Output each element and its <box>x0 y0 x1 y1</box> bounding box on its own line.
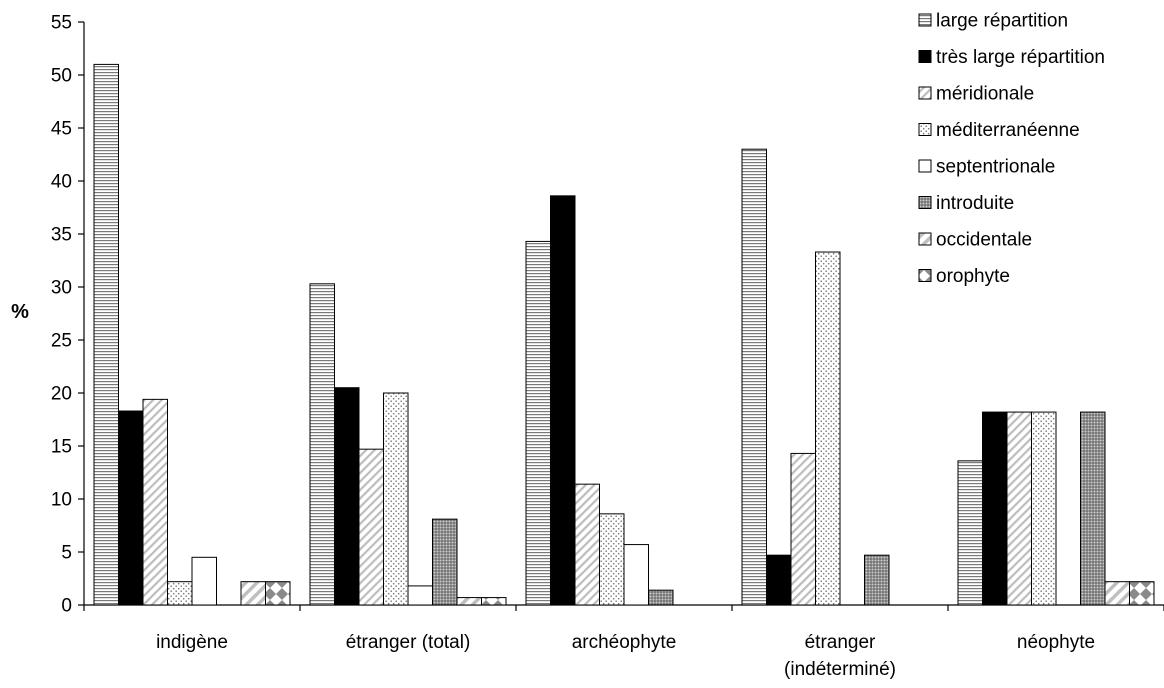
legend-label: méditerranéenne <box>936 120 1080 141</box>
bar <box>741 148 767 606</box>
legend-label: introduite <box>936 193 1014 214</box>
bar <box>142 398 168 606</box>
bar <box>864 554 890 606</box>
legend-swatch <box>918 159 932 173</box>
y-axis-label: % <box>11 301 29 323</box>
y-tick-label: 40 <box>51 172 72 193</box>
x-category-label: néophyte <box>1017 632 1095 653</box>
bar <box>358 448 384 606</box>
legend-swatch <box>918 123 932 136</box>
bar <box>407 585 433 606</box>
y-tick-label: 5 <box>61 543 72 564</box>
bar <box>815 251 841 606</box>
bar <box>167 581 193 606</box>
bar <box>550 195 576 606</box>
bar <box>240 581 266 606</box>
y-tick-label: 0 <box>61 596 72 617</box>
bar <box>574 483 600 606</box>
bar <box>599 513 625 606</box>
bar <box>481 597 507 606</box>
bar <box>118 410 144 606</box>
bar <box>93 63 119 606</box>
legend: large répartition très large répartition m… <box>918 11 1105 287</box>
bar <box>383 392 409 606</box>
legend-label: large répartition <box>936 11 1068 32</box>
bar <box>265 581 291 606</box>
legend-swatch <box>918 50 932 63</box>
x-category-label: archéophyte <box>572 632 677 653</box>
legend-swatch <box>918 196 932 209</box>
bar <box>191 556 217 606</box>
y-tick-label: 15 <box>51 437 72 458</box>
y-tick-label: 10 <box>51 490 72 511</box>
bar <box>982 411 1008 606</box>
y-tick-label: 30 <box>51 278 72 299</box>
bar <box>623 544 649 606</box>
legend-label: septentrionale <box>936 157 1055 178</box>
bar <box>790 452 816 606</box>
bar <box>766 554 792 606</box>
bar <box>456 597 482 606</box>
y-tick-label: 35 <box>51 225 72 246</box>
bar <box>334 387 360 606</box>
x-category-label: étranger <box>805 632 876 653</box>
bar <box>1080 411 1106 606</box>
legend-label: occidentale <box>936 230 1032 251</box>
legend-swatch <box>918 232 932 246</box>
bar <box>1031 411 1057 606</box>
bar <box>1006 411 1032 606</box>
bar <box>309 283 335 606</box>
y-tick-label: 55 <box>51 13 72 34</box>
x-category-label: (indéterminé) <box>784 659 896 680</box>
bar <box>525 240 551 606</box>
legend-swatch <box>918 269 932 282</box>
y-tick-label: 25 <box>51 331 72 352</box>
bar <box>957 460 983 606</box>
legend-label: méridionale <box>936 84 1034 105</box>
legend-label: orophyte <box>936 266 1010 287</box>
y-tick-label: 20 <box>51 384 72 405</box>
bar <box>432 518 458 606</box>
legend-swatch <box>918 13 932 27</box>
bar <box>1129 581 1155 606</box>
plot-area: 0 5 10 15 20 25 30 35 40 45 50 55% indigène étranger … <box>11 13 1164 680</box>
bar <box>1104 581 1130 606</box>
legend-label: très large répartition <box>936 47 1105 68</box>
bar <box>648 589 674 606</box>
y-tick-label: 45 <box>51 119 72 140</box>
legend-swatch <box>918 86 932 100</box>
y-tick-label: 50 <box>51 66 72 87</box>
x-category-label: étranger (total) <box>346 632 471 653</box>
x-category-label: indigène <box>156 632 228 653</box>
